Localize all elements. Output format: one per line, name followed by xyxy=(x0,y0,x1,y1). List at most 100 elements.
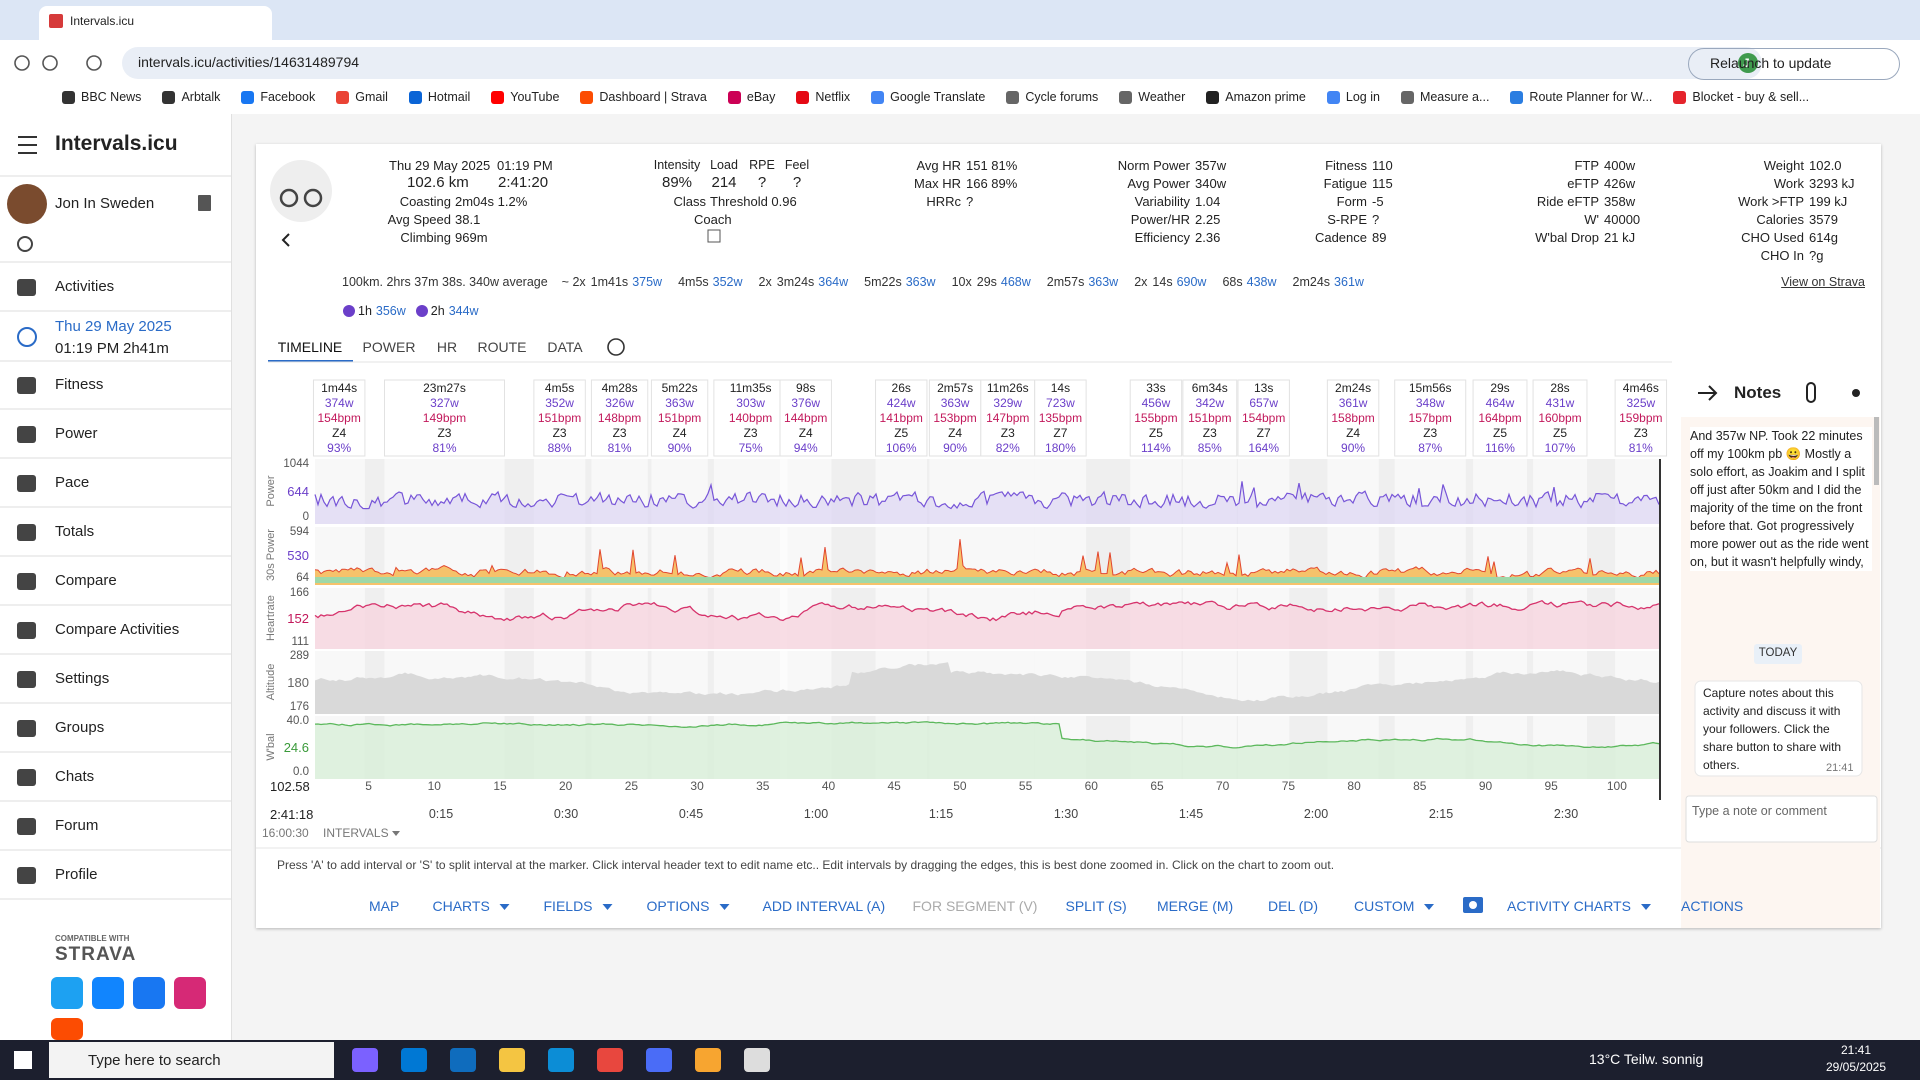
interval-pct[interactable]: 90% xyxy=(943,441,968,455)
interval-zone[interactable]: Z4 xyxy=(672,426,687,440)
interval-power[interactable]: 325w xyxy=(1626,396,1656,410)
interval-pct[interactable]: 164% xyxy=(1248,441,1280,455)
interval-zone[interactable]: Z3 xyxy=(612,426,627,440)
interval-zone[interactable]: Z3 xyxy=(1633,426,1648,440)
effort-chip[interactable]: 2m57s 363w xyxy=(1047,275,1118,289)
nav-item[interactable]: Activities xyxy=(55,278,115,295)
url[interactable]: intervals.icu/activities/14631489794 xyxy=(138,54,360,70)
interval-power[interactable]: 363w xyxy=(940,396,970,410)
interval-duration[interactable]: 15m56s xyxy=(1408,381,1452,395)
interval-hr[interactable]: 159bpm xyxy=(1619,411,1663,425)
toolbar-button[interactable]: SPLIT (S) xyxy=(1065,898,1127,914)
interval-duration[interactable]: 4m46s xyxy=(1622,381,1659,395)
interval-zone[interactable]: Z5 xyxy=(1492,426,1507,440)
bookmark[interactable]: Cycle forums xyxy=(1006,90,1098,104)
interval-hr[interactable]: 157bpm xyxy=(1408,411,1452,425)
bookmark[interactable]: Hotmail xyxy=(408,90,470,104)
interval-power[interactable]: 303w xyxy=(736,396,765,410)
bookmark[interactable]: Netflix xyxy=(796,90,850,104)
interval-pct[interactable]: 90% xyxy=(1341,441,1366,455)
interval-power[interactable]: 431w xyxy=(1545,396,1575,410)
interval-power[interactable]: 361w xyxy=(1338,396,1368,410)
interval-pct[interactable]: 90% xyxy=(667,441,692,455)
interval-duration[interactable]: 11m35s xyxy=(729,381,772,395)
toolbar-button[interactable]: CHARTS xyxy=(432,898,490,914)
interval-duration[interactable]: 2m24s xyxy=(1335,381,1372,395)
interval-pct[interactable]: 85% xyxy=(1197,441,1222,455)
interval-pct[interactable]: 114% xyxy=(1141,441,1171,455)
bookmark[interactable]: BBC News xyxy=(62,90,141,104)
interval-hr[interactable]: 144bpm xyxy=(784,411,828,425)
interval-power[interactable]: 327w xyxy=(430,396,459,410)
interval-pct[interactable]: 81% xyxy=(1628,441,1653,455)
interval-duration[interactable]: 98s xyxy=(796,381,816,395)
interval-duration[interactable]: 23m27s xyxy=(423,381,466,395)
interval-power[interactable]: 326w xyxy=(605,396,634,410)
interval-zone[interactable]: Z5 xyxy=(894,426,909,440)
bookmark[interactable]: YouTube xyxy=(491,90,559,104)
relaunch-text[interactable]: Relaunch to update xyxy=(1710,55,1832,71)
interval-zone[interactable]: Z5 xyxy=(1148,426,1163,440)
interval-pct[interactable]: 81% xyxy=(607,441,632,455)
interval-power[interactable]: 342w xyxy=(1195,396,1225,410)
interval-duration[interactable]: 29s xyxy=(1490,381,1510,395)
toolbar-button[interactable]: OPTIONS xyxy=(646,898,710,914)
toolbar-button[interactable]: MERGE (M) xyxy=(1157,898,1234,914)
interval-duration[interactable]: 28s xyxy=(1550,381,1570,395)
interval-power[interactable]: 456w xyxy=(1141,396,1171,410)
bookmark[interactable]: Dashboard | Strava xyxy=(580,90,707,104)
interval-power[interactable]: 363w xyxy=(665,396,694,410)
bookmark[interactable]: Log in xyxy=(1326,90,1380,104)
bookmark[interactable]: Amazon prime xyxy=(1206,90,1306,104)
interval-duration[interactable]: 13s xyxy=(1254,381,1274,395)
nav-item[interactable]: Settings xyxy=(55,670,110,687)
interval-hr[interactable]: 148bpm xyxy=(597,411,642,425)
interval-pct[interactable]: 88% xyxy=(547,441,572,455)
interval-zone[interactable]: Z4 xyxy=(332,426,347,440)
bookmark[interactable]: Measure a... xyxy=(1400,90,1489,104)
bookmark[interactable]: Google Translate xyxy=(871,90,985,104)
nav-item[interactable]: Compare xyxy=(55,572,117,589)
strava-link[interactable]: View on Strava xyxy=(1781,275,1865,289)
interval-duration[interactable]: 14s xyxy=(1050,381,1071,395)
nav-item[interactable]: Totals xyxy=(55,523,95,540)
interval-hr[interactable]: 149bpm xyxy=(422,411,467,425)
interval-zone[interactable]: Z4 xyxy=(1346,426,1361,440)
effort-chip[interactable]: 2m24s 361w xyxy=(1293,275,1364,289)
nav-item[interactable]: Power xyxy=(55,425,98,442)
interval-hr[interactable]: 158bpm xyxy=(1331,411,1375,425)
nav-item[interactable]: Fitness xyxy=(55,376,104,393)
interval-hr[interactable]: 154bpm xyxy=(317,411,361,425)
toolbar-button[interactable]: MAP xyxy=(369,898,400,914)
omnibox[interactable] xyxy=(122,47,1762,79)
intervals-menu[interactable]: INTERVALS xyxy=(323,826,389,840)
effort-chip[interactable]: 2x 3m24s 364w xyxy=(759,275,849,289)
interval-power[interactable]: 329w xyxy=(993,396,1023,410)
toolbar-button[interactable]: FIELDS xyxy=(543,898,593,914)
interval-hr[interactable]: 141bpm xyxy=(879,411,923,425)
interval-pct[interactable]: 82% xyxy=(995,441,1020,455)
interval-hr[interactable]: 151bpm xyxy=(657,411,702,425)
interval-power[interactable]: 352w xyxy=(545,396,574,410)
interval-hr[interactable]: 164bpm xyxy=(1478,411,1522,425)
interval-pct[interactable]: 107% xyxy=(1544,441,1576,455)
effort-chip[interactable]: 2x 14s 690w xyxy=(1134,275,1206,289)
interval-power[interactable]: 723w xyxy=(1046,396,1075,410)
effort-chip[interactable]: 68s 438w xyxy=(1222,275,1276,289)
tab[interactable]: HR xyxy=(436,339,458,355)
tab[interactable]: TIMELINE xyxy=(277,339,343,355)
interval-zone[interactable]: Z5 xyxy=(1552,426,1567,440)
interval-power[interactable]: 374w xyxy=(324,396,354,410)
bookmark[interactable]: Arbtalk xyxy=(162,90,220,104)
nav-item[interactable]: Compare Activities xyxy=(55,621,180,638)
interval-zone[interactable]: Z3 xyxy=(1202,426,1217,440)
nav-item[interactable]: Groups xyxy=(55,719,105,736)
interval-duration[interactable]: 26s xyxy=(891,381,911,395)
interval-duration[interactable]: 4m5s xyxy=(544,381,575,395)
interval-hr[interactable]: 135bpm xyxy=(1038,411,1083,425)
interval-power[interactable]: 657w xyxy=(1249,396,1279,410)
tab[interactable]: POWER xyxy=(362,339,416,355)
interval-hr[interactable]: 147bpm xyxy=(986,411,1030,425)
nav-item[interactable]: Profile xyxy=(55,866,98,883)
interval-pct[interactable]: 94% xyxy=(793,441,818,455)
